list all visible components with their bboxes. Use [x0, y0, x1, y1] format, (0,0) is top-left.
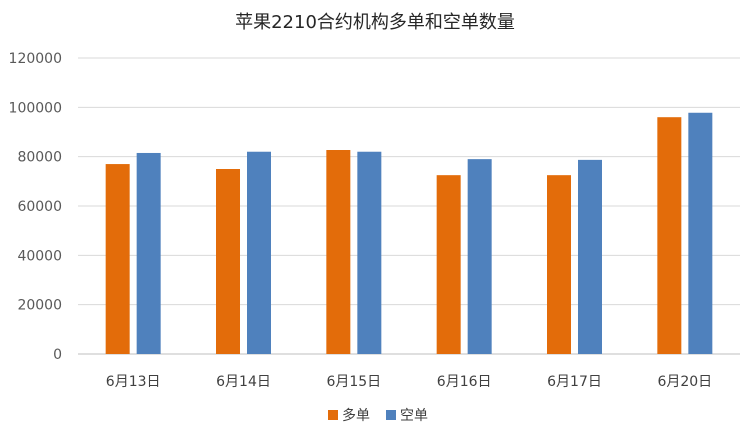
legend-swatch: [328, 410, 338, 420]
bar-long[interactable]: [105, 164, 130, 354]
x-tick-label: 6月14日: [216, 374, 271, 390]
legend-item[interactable]: 空单: [386, 408, 428, 424]
bar-short[interactable]: [688, 112, 713, 354]
legend-item[interactable]: 多单: [328, 407, 370, 424]
y-tick-label: 100000: [9, 100, 62, 116]
x-axis-ticks: 6月13日 6月14日 6月15日 6月16日 6月17日 6月20日: [106, 374, 712, 390]
bar-short[interactable]: [247, 151, 271, 354]
y-tick-label: 120000: [9, 51, 62, 67]
x-tick-label: 6月13日: [106, 374, 161, 390]
legend-label: 多单: [342, 407, 370, 424]
bar-short[interactable]: [136, 152, 161, 354]
bar-long[interactable]: [326, 150, 351, 354]
y-tick-label: 80000: [17, 150, 62, 166]
y-axis-ticks: 0 20000 40000 60000 80000 100000 120000: [9, 51, 62, 363]
x-tick-label: 6月17日: [547, 374, 602, 390]
x-tick-label: 6月16日: [437, 374, 492, 390]
bar-long[interactable]: [657, 117, 682, 354]
y-tick-label: 20000: [17, 298, 62, 314]
x-tick-label: 6月20日: [657, 374, 712, 390]
y-tick-label: 0: [53, 347, 62, 363]
chart-title: 苹果2210合约机构多单和空单数量: [235, 12, 515, 33]
y-tick-label: 40000: [17, 248, 62, 264]
y-tick-label: 60000: [17, 199, 62, 215]
bar-short[interactable]: [357, 151, 382, 354]
bar-long[interactable]: [436, 175, 461, 354]
bar-short[interactable]: [467, 159, 492, 354]
legend[interactable]: 多单 空单: [328, 407, 428, 424]
bar-long[interactable]: [216, 169, 240, 354]
legend-label: 空单: [400, 408, 428, 424]
bar-short[interactable]: [578, 159, 602, 354]
x-tick-label: 6月15日: [326, 374, 381, 390]
bars: [105, 112, 713, 354]
legend-swatch: [386, 410, 396, 420]
bar-long[interactable]: [547, 175, 571, 354]
gridlines: [78, 57, 740, 355]
